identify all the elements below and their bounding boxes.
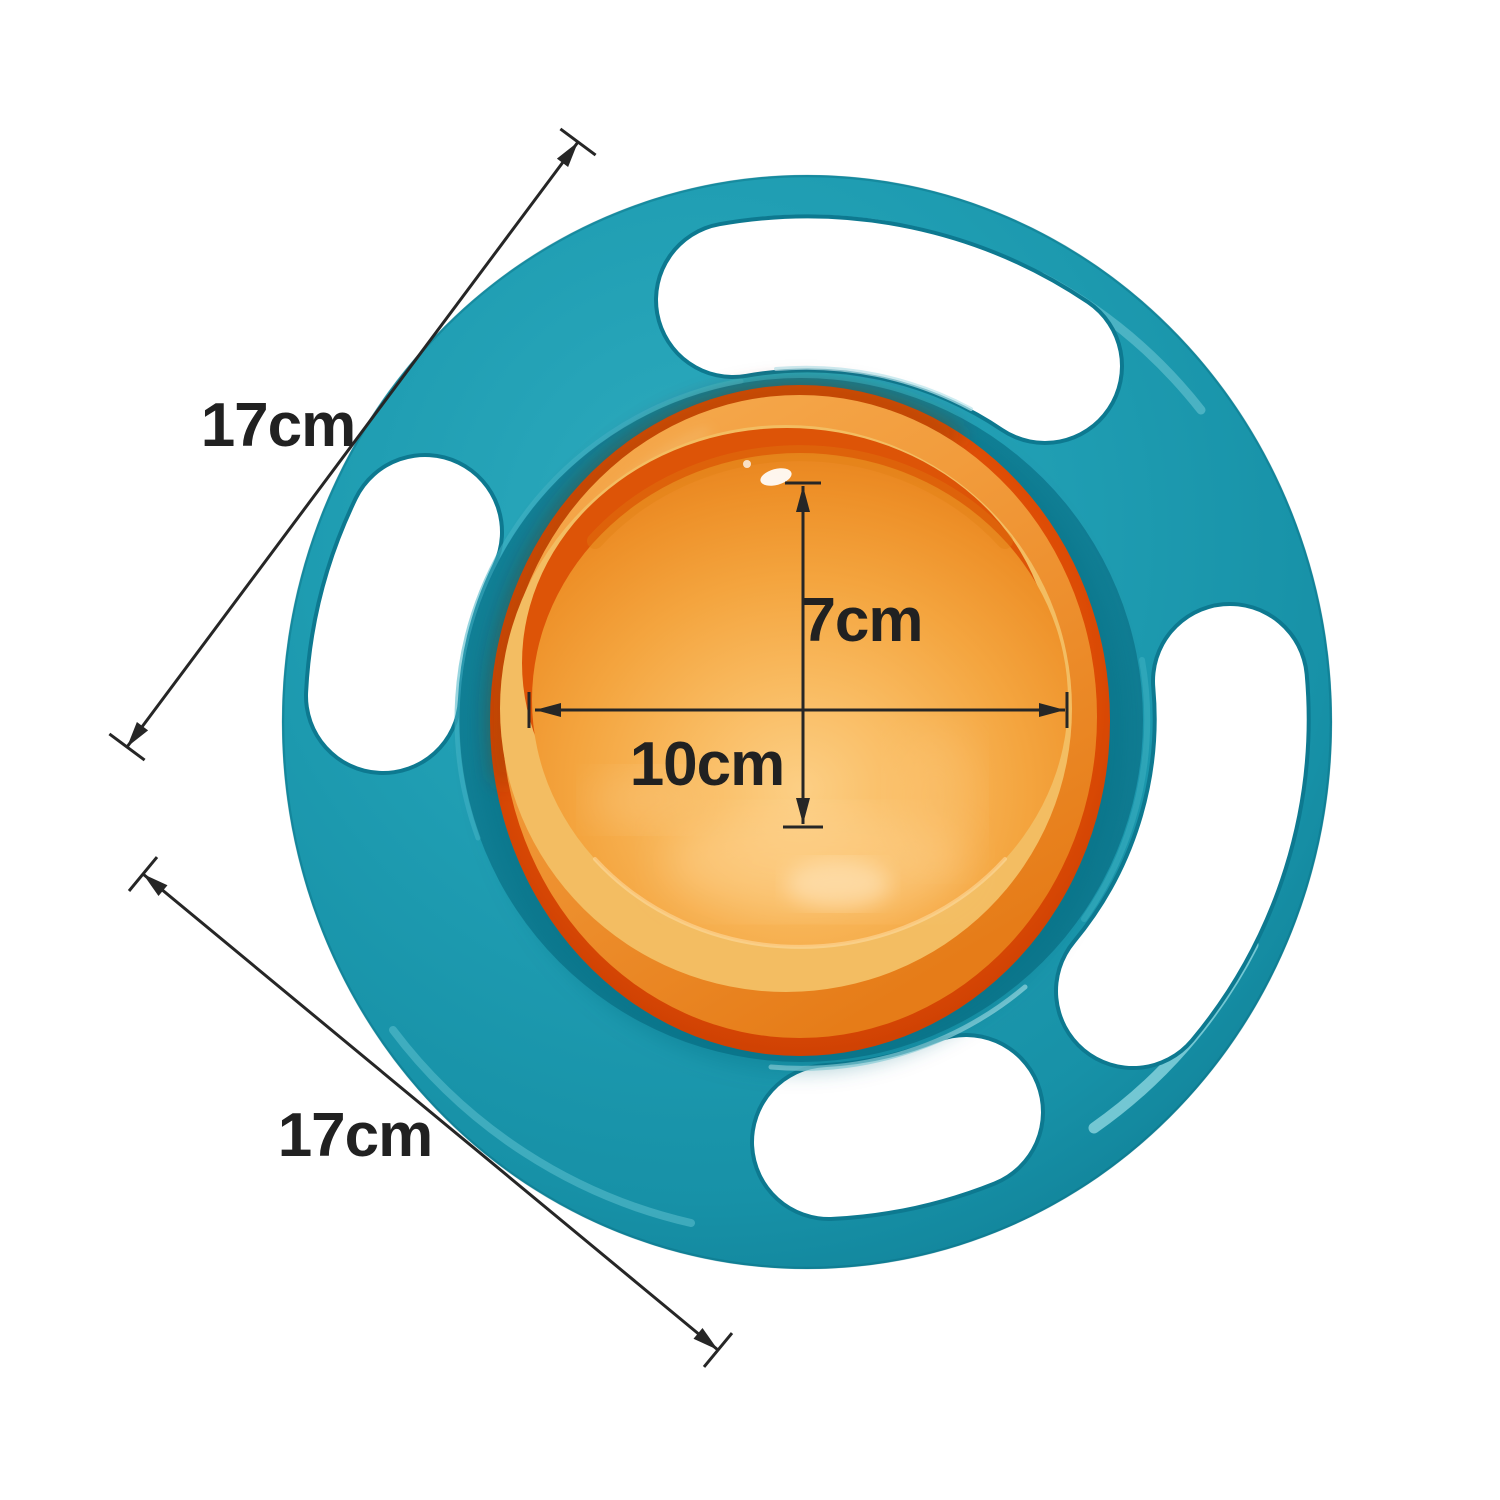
saucer-cutouts [304,214,1311,1221]
rim-specular-highlight [760,468,792,486]
bowl-interior-top-shadow [587,445,1013,549]
dim-arrowhead [556,142,578,167]
dim-label-lower-17cm: 17cm [278,1101,433,1170]
dim-end-tick [559,127,597,157]
recess-highlight-left [454,378,744,841]
dim-outer-diameter-lower: 17cm [127,856,734,1368]
dim-line-lower-17cm [142,872,719,1352]
dim-outer-diameter-upper: 17cm [108,127,597,762]
bowl-glare-right [890,730,980,870]
bowl-assembly [475,381,1125,1072]
dim-arrowhead [796,798,810,824]
bowl-interior-bottom-highlight [593,857,1007,949]
dim-end-tick [108,732,146,762]
saucer-hole-left [308,457,500,771]
recess-highlight-right [1081,657,1151,922]
saucer-hole-bottom [754,1037,1041,1217]
dim-arrowhead [143,874,168,896]
dim-label-depth-7cm: 7cm [801,586,922,655]
dim-label-upper-17cm: 17cm [201,391,356,460]
saucer-edge-line [281,174,1333,1270]
dim-arrowhead [693,1328,718,1350]
dim-arrowhead [127,722,149,747]
dim-label-diameter-10cm: 10cm [630,730,785,799]
saucer-sheen-bottom-left [389,1026,695,1227]
bowl-glare-broad [665,810,965,914]
bowl-glare-left [588,770,708,830]
saucer-hole-right [1058,606,1307,1066]
saucer-hole-top [658,218,1120,441]
dim-bowl-depth: 7cm [783,481,924,829]
dim-arrowhead [1039,703,1065,717]
dim-arrowhead [535,703,561,717]
bowl-glare-spot [786,860,890,908]
dim-end-tick [702,1332,734,1368]
dim-bowl-diameter: 10cm [527,692,1069,799]
top-hole-inner-highlight [774,365,973,411]
dimension-annotations: 17cm 7cm 10cm 17cm [108,127,1069,1368]
rim-specular-dot [743,460,751,468]
dim-end-tick [127,856,159,892]
dim-arrowhead [796,486,810,512]
dim-line-upper-17cm [125,141,580,748]
